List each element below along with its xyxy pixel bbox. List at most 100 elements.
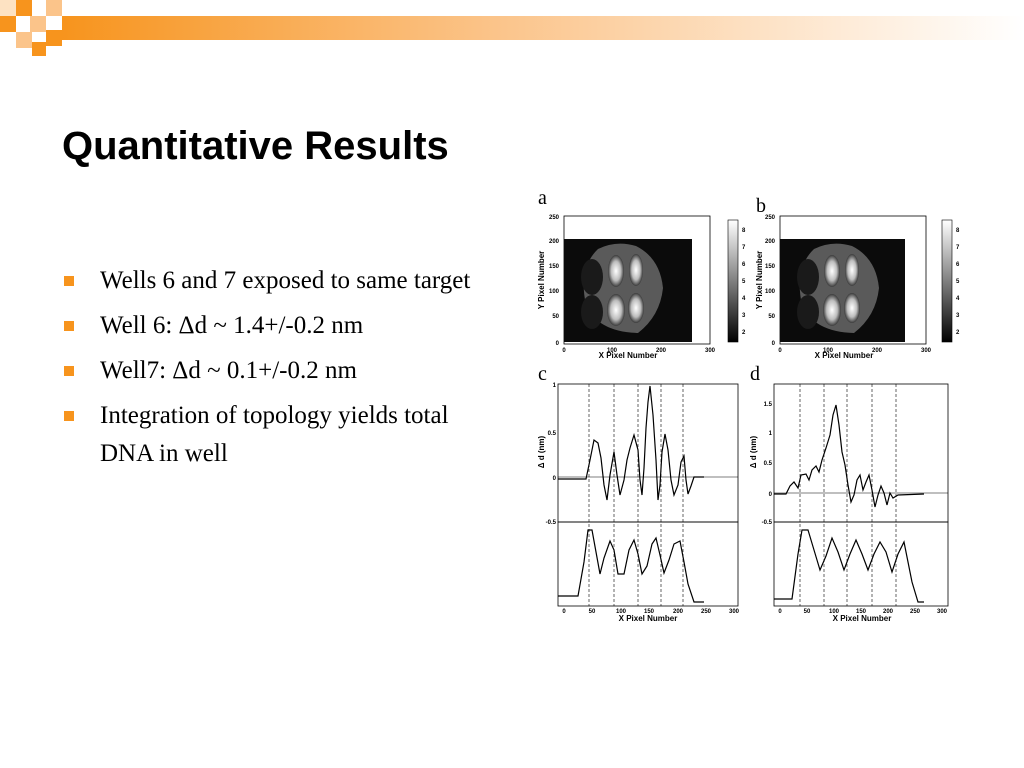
square-bullet-icon: [64, 366, 74, 376]
x-tick-label: 300: [705, 348, 716, 354]
colorbar-tick-label: 4: [956, 296, 960, 302]
y-tick-label: 0: [556, 341, 560, 347]
y-tick-label: 0.5: [764, 461, 773, 467]
bullet-item: Integration of topology yields total DNA…: [64, 397, 504, 473]
data-figure: a 250 200 150 100 50 0 0 100 200 300 X P…: [528, 190, 968, 630]
x-tick-label: 300: [937, 609, 948, 615]
bullet-text: Integration of topology yields total DNA…: [100, 402, 449, 467]
panel-a-letter: a: [538, 190, 547, 209]
colorbar-tick-label: 8: [742, 228, 746, 234]
x-tick-label: 300: [729, 609, 740, 615]
colorbar-tick-label: 4: [742, 296, 746, 302]
header-block-4: [30, 16, 46, 32]
colorbar-tick-label: 3: [742, 313, 746, 319]
y-tick-label: 1.5: [764, 402, 773, 408]
colorbar-tick-label: 3: [956, 313, 960, 319]
colorbar-tick-label: 7: [742, 245, 746, 251]
x-axis-label: X Pixel Number: [833, 614, 892, 623]
y-tick-label: 150: [549, 264, 560, 270]
colorbar-tick-label: 6: [742, 262, 746, 268]
y-tick-label: 0.5: [548, 431, 557, 437]
y-tick-label: 200: [549, 239, 560, 245]
panel-b-letter: b: [756, 195, 766, 217]
y-tick-label: 50: [552, 314, 559, 320]
square-bullet-icon: [64, 276, 74, 286]
x-tick-label: 200: [656, 348, 667, 354]
y-tick-label: 250: [765, 215, 776, 221]
y-tick-label: 100: [549, 289, 560, 295]
y-axis-label: Y Pixel Number: [537, 251, 546, 310]
colorbar-tick-label: 6: [956, 262, 960, 268]
y-tick-label: 1: [553, 383, 557, 389]
bullet-text: Well7: Δd ~ 0.1+/-0.2 nm: [100, 357, 357, 384]
figure-svg: a 250 200 150 100 50 0 0 100 200 300 X P…: [537, 190, 960, 623]
header-block-7: [32, 42, 46, 56]
colorbar: [941, 219, 953, 343]
y-tick-label: 250: [549, 215, 560, 221]
y-tick-label: 0: [769, 492, 773, 498]
y-tick-label: 150: [765, 264, 776, 270]
bullet-text: Wells 6 and 7 exposed to same target: [100, 267, 471, 294]
y-tick-label: 0: [553, 476, 557, 482]
y-axis-label: Δ d (nm): [749, 435, 758, 468]
header-block-5: [46, 0, 62, 16]
x-tick-label: 200: [872, 348, 883, 354]
bullet-item: Well7: Δd ~ 0.1+/-0.2 nm: [64, 352, 504, 390]
y-tick-label: -0.5: [762, 520, 773, 526]
header-block-1: [0, 0, 16, 16]
colorbar-tick-label: 8: [956, 228, 960, 234]
x-tick-label: 150: [856, 609, 867, 615]
x-tick-label: 0: [562, 609, 566, 615]
x-tick-label: 50: [589, 609, 596, 615]
colorbar-tick-label: 5: [956, 279, 960, 285]
y-tick-label: 100: [765, 289, 776, 295]
y-tick-label: 200: [765, 239, 776, 245]
x-tick-label: 200: [673, 609, 684, 615]
bullet-item: Well 6: Δd ~ 1.4+/-0.2 nm: [64, 307, 504, 345]
x-tick-label: 100: [823, 348, 834, 354]
x-tick-label: 200: [883, 609, 894, 615]
x-axis-label: X Pixel Number: [619, 614, 678, 623]
colorbar-tick-label: 5: [742, 279, 746, 285]
header-block-3: [0, 16, 16, 32]
x-tick-label: 100: [616, 609, 627, 615]
panel-a-image: 250 200 150 100 50 0 0 100 200 300 X Pix…: [537, 215, 746, 360]
x-tick-label: 100: [607, 348, 618, 354]
x-tick-label: 150: [644, 609, 655, 615]
y-axis-label: Δ d (nm): [537, 435, 546, 468]
header-block-8: [46, 30, 62, 46]
colorbar-tick-label: 7: [956, 245, 960, 251]
y-tick-label: 0: [772, 341, 776, 347]
colorbar: [727, 219, 739, 343]
panel-b-image: 250 200 150 100 50 0 0 100 200 300 X Pix…: [755, 215, 960, 360]
y-axis-label: Y Pixel Number: [755, 251, 764, 310]
x-tick-label: 250: [910, 609, 921, 615]
y-tick-label: -0.5: [546, 520, 557, 526]
x-tick-label: 0: [778, 348, 782, 354]
header-block-2: [16, 0, 32, 16]
square-bullet-icon: [64, 321, 74, 331]
bullet-item: Wells 6 and 7 exposed to same target: [64, 262, 504, 300]
x-tick-label: 0: [562, 348, 566, 354]
colorbar-tick-label: 2: [742, 330, 746, 336]
slide-title: Quantitative Results: [62, 124, 449, 168]
panel-c-profile: 1 0.5 0 -0.5 Δ d (nm) 0 50 100 150 200 2…: [537, 383, 740, 623]
panel-c-letter: c: [538, 363, 547, 385]
x-tick-label: 100: [829, 609, 840, 615]
bullet-list: Wells 6 and 7 exposed to same target Wel…: [64, 262, 504, 480]
header-bar: [62, 16, 1024, 40]
y-tick-label: 50: [768, 314, 775, 320]
x-axis-label: X Pixel Number: [815, 351, 874, 360]
panel-d-letter: d: [750, 363, 760, 385]
x-tick-label: 50: [804, 609, 811, 615]
x-tick-label: 0: [778, 609, 782, 615]
panel-d-profile: 1.5 1 0.5 0 -0.5 Δ d (nm) 0 50 100 150 2…: [749, 383, 949, 623]
x-axis-label: X Pixel Number: [599, 351, 658, 360]
header-block-6: [16, 32, 32, 48]
x-tick-label: 300: [921, 348, 932, 354]
x-tick-label: 250: [701, 609, 712, 615]
bullet-text: Well 6: Δd ~ 1.4+/-0.2 nm: [100, 312, 364, 339]
square-bullet-icon: [64, 411, 74, 421]
y-tick-label: 1: [769, 431, 773, 437]
colorbar-tick-label: 2: [956, 330, 960, 336]
